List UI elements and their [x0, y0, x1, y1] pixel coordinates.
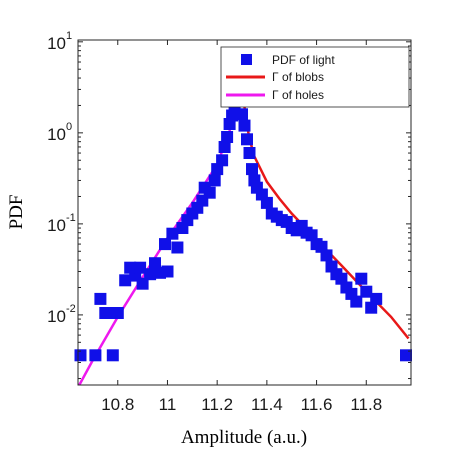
x-tick-label: 11.2: [201, 395, 233, 414]
y-tick-label: 10: [47, 307, 66, 326]
data-point: [171, 241, 184, 254]
data-point: [119, 274, 132, 287]
data-point: [360, 285, 373, 298]
plot-frame: [77, 39, 412, 386]
data-point: [236, 108, 248, 121]
legend-label-blobs: Γ of blobs: [272, 70, 324, 84]
y-tick-exponent: -2: [66, 303, 76, 315]
y-tick-label: 10: [47, 34, 66, 53]
data-point: [89, 349, 102, 362]
data-point: [106, 349, 119, 362]
data-point: [134, 261, 147, 274]
data-point: [226, 109, 239, 122]
data-point: [111, 307, 124, 319]
x-axis-title: Amplitude (a.u.): [181, 427, 307, 448]
data-point: [238, 119, 251, 132]
data-point: [320, 249, 333, 262]
data-point: [260, 196, 273, 209]
data-point: [400, 349, 412, 362]
data-point: [355, 272, 368, 285]
legend-marker-light: [241, 54, 252, 65]
legend-label-light: PDF of light: [272, 53, 335, 67]
data-point: [370, 292, 383, 305]
x-tick-label: 11.4: [251, 395, 283, 414]
data-point: [208, 174, 221, 187]
data-point: [159, 238, 171, 251]
y-tick-exponent: 0: [66, 121, 72, 133]
data-point: [216, 154, 229, 167]
legend: PDF of light Γ of blobs Γ of holes: [220, 46, 410, 108]
y-tick-exponent: 1: [66, 30, 72, 42]
data-point: [136, 277, 149, 290]
data-point: [161, 265, 174, 278]
data-point: [241, 133, 253, 146]
data-point: [246, 163, 258, 176]
y-tick-exponent: -1: [66, 212, 76, 224]
data-point: [94, 292, 107, 305]
x-tick-label: 10.8: [101, 395, 134, 414]
data-point: [218, 141, 231, 153]
data-point: [144, 268, 157, 281]
data-point: [221, 131, 234, 143]
x-tick-label: 11: [159, 395, 177, 414]
data-point: [149, 257, 161, 270]
data-point: [243, 147, 256, 159]
legend-label-holes: Γ of holes: [272, 88, 324, 102]
data-point: [166, 227, 179, 240]
data-point: [203, 186, 216, 199]
data-point: [350, 295, 363, 308]
y-axis-title: PDF: [6, 195, 27, 230]
x-tick-label: 11.8: [350, 395, 382, 414]
y-tick-label: 10: [47, 216, 66, 235]
x-tick-label: 11.6: [301, 395, 333, 414]
y-tick-label: 10: [47, 125, 66, 144]
